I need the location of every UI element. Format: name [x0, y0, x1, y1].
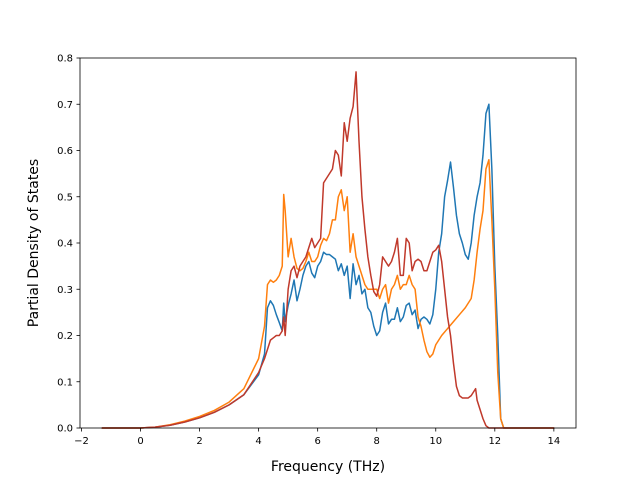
y-tick-label: 0.7: [57, 100, 73, 111]
x-tick-label: 10: [429, 436, 442, 447]
series-line-1: [101, 103, 555, 429]
y-axis-ticks: 0.0 0.1 0.2 0.3 0.4 0.5 0.6 0.7 0.8: [57, 54, 80, 435]
y-tick-label: 0.3: [57, 285, 73, 296]
x-axis-label: Frequency (THz): [271, 459, 385, 475]
y-tick-label: 0.0: [57, 424, 73, 435]
y-tick-label: 0.1: [57, 377, 73, 388]
y-axis-label: Partial Density of States: [26, 159, 42, 327]
x-tick-label: −2: [74, 436, 89, 447]
x-tick-label: 14: [547, 436, 560, 447]
series-layer: [101, 71, 555, 429]
y-tick-label: 0.6: [57, 146, 73, 157]
plot-frame: [79, 57, 577, 429]
series-line-2: [101, 159, 555, 429]
x-tick-label: 0: [137, 436, 143, 447]
x-axis-ticks: −2 0 2 4 6 8 10 12 14: [74, 428, 560, 447]
y-tick-label: 0.8: [57, 54, 73, 65]
x-tick-label: 4: [255, 436, 261, 447]
series-line-3: [101, 71, 555, 429]
x-tick-label: 6: [314, 436, 320, 447]
x-tick-label: 12: [488, 436, 501, 447]
x-tick-label: 8: [374, 436, 380, 447]
y-tick-label: 0.4: [57, 239, 73, 250]
y-tick-label: 0.2: [57, 331, 73, 342]
y-tick-label: 0.5: [57, 192, 73, 203]
x-tick-label: 2: [196, 436, 202, 447]
